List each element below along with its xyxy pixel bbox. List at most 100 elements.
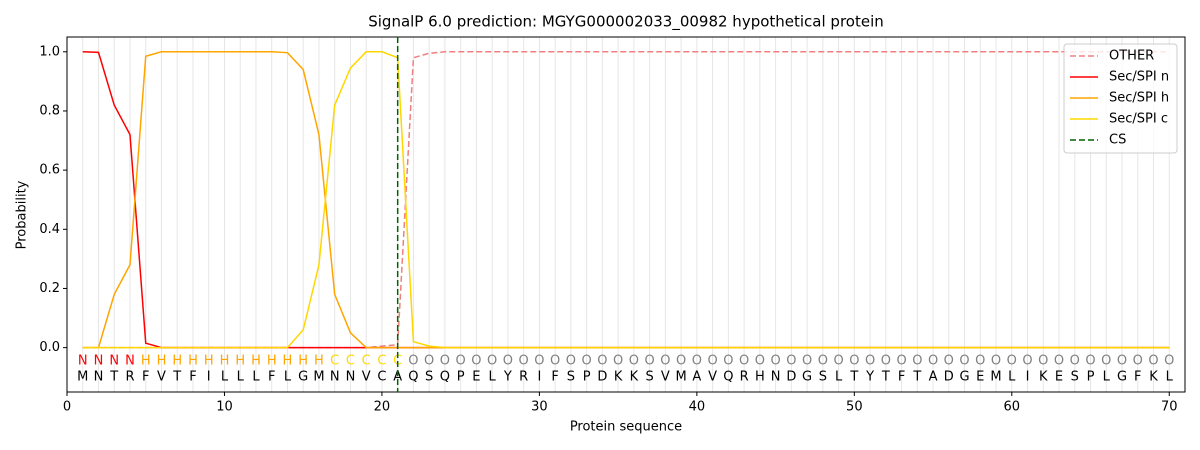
region-label: O (534, 354, 544, 369)
region-label: H (251, 354, 261, 369)
legend-label: OTHER (1109, 49, 1154, 64)
residue: D (944, 370, 954, 385)
residue: R (519, 370, 528, 385)
region-label: O (991, 354, 1001, 369)
residue: K (614, 370, 623, 385)
residue: K (630, 370, 639, 385)
region-label: O (1054, 354, 1064, 369)
region-label: O (660, 354, 670, 369)
residue: L (1008, 370, 1016, 385)
region-label: H (220, 354, 230, 369)
region-label: O (1117, 354, 1127, 369)
residue: E (472, 370, 480, 385)
region-label: H (204, 354, 214, 369)
region-label: O (707, 354, 717, 369)
region-label: O (424, 354, 434, 369)
residue: P (1087, 370, 1095, 385)
residue: N (346, 370, 356, 385)
residue: Y (865, 370, 874, 385)
residue: L (221, 370, 229, 385)
legend-label: Sec/SPI h (1109, 91, 1169, 106)
residue: I (537, 370, 541, 385)
region-label: O (629, 354, 639, 369)
y-axis-label: Probability (15, 180, 30, 249)
residue: Q (723, 370, 733, 385)
region-label: O (692, 354, 702, 369)
region-label: O (865, 354, 875, 369)
legend-label: Sec/SPI c (1109, 112, 1168, 127)
region-label: O (1148, 354, 1158, 369)
region-label: O (566, 354, 576, 369)
residue: G (960, 370, 970, 385)
region-label: C (330, 354, 339, 369)
residue: R (125, 370, 134, 385)
residue: E (1055, 370, 1063, 385)
region-label: O (786, 354, 796, 369)
region-label: O (1038, 354, 1048, 369)
region-label: O (849, 354, 859, 369)
residue: F (189, 370, 196, 385)
residue: L (252, 370, 260, 385)
residue: R (740, 370, 749, 385)
residue: T (912, 370, 921, 385)
region-label: O (1070, 354, 1080, 369)
residue: S (425, 370, 433, 385)
region-label: O (1164, 354, 1174, 369)
region-label: O (739, 354, 749, 369)
region-label: O (928, 354, 938, 369)
x-tick-label: 40 (689, 400, 706, 415)
x-tick-label: 30 (531, 400, 548, 415)
region-label: O (975, 354, 985, 369)
region-label: O (896, 354, 906, 369)
region-label: O (471, 354, 481, 369)
residue: T (881, 370, 890, 385)
x-tick-label: 10 (216, 400, 233, 415)
region-label: C (346, 354, 355, 369)
region-label: O (959, 354, 969, 369)
residue: P (457, 370, 465, 385)
region-label: O (613, 354, 623, 369)
residue: M (676, 370, 687, 385)
x-axis-label: Protein sequence (570, 420, 682, 435)
region-label: O (519, 354, 529, 369)
residue: H (755, 370, 765, 385)
residue: M (990, 370, 1001, 385)
region-label: O (833, 354, 843, 369)
residue: V (362, 370, 371, 385)
residue: Y (503, 370, 512, 385)
region-label: O (723, 354, 733, 369)
residue: F (898, 370, 905, 385)
residue: G (298, 370, 308, 385)
residue: T (849, 370, 858, 385)
residue: L (1103, 370, 1111, 385)
residue: L (835, 370, 843, 385)
residue: V (708, 370, 717, 385)
residue: S (1071, 370, 1079, 385)
residue: L (284, 370, 292, 385)
region-label: C (362, 354, 371, 369)
region-label: O (944, 354, 954, 369)
region-label: O (645, 354, 655, 369)
residue: D (786, 370, 796, 385)
residue: S (567, 370, 575, 385)
residue: M (313, 370, 324, 385)
region-label: O (487, 354, 497, 369)
residue: V (157, 370, 166, 385)
x-tick-label: 70 (1161, 400, 1178, 415)
region-label: H (267, 354, 277, 369)
region-label: O (1133, 354, 1143, 369)
series-line (82, 51, 1170, 349)
x-tick-label: 20 (374, 400, 391, 415)
region-label: H (298, 354, 308, 369)
residue: N (330, 370, 340, 385)
region-label: H (141, 354, 151, 369)
residue: L (237, 370, 245, 385)
region-label: O (676, 354, 686, 369)
x-tick-label: 60 (1004, 400, 1021, 415)
residue: N (94, 370, 104, 385)
region-label: H (283, 354, 293, 369)
region-label: H (235, 354, 245, 369)
residue: G (1117, 370, 1127, 385)
residue: F (551, 370, 558, 385)
